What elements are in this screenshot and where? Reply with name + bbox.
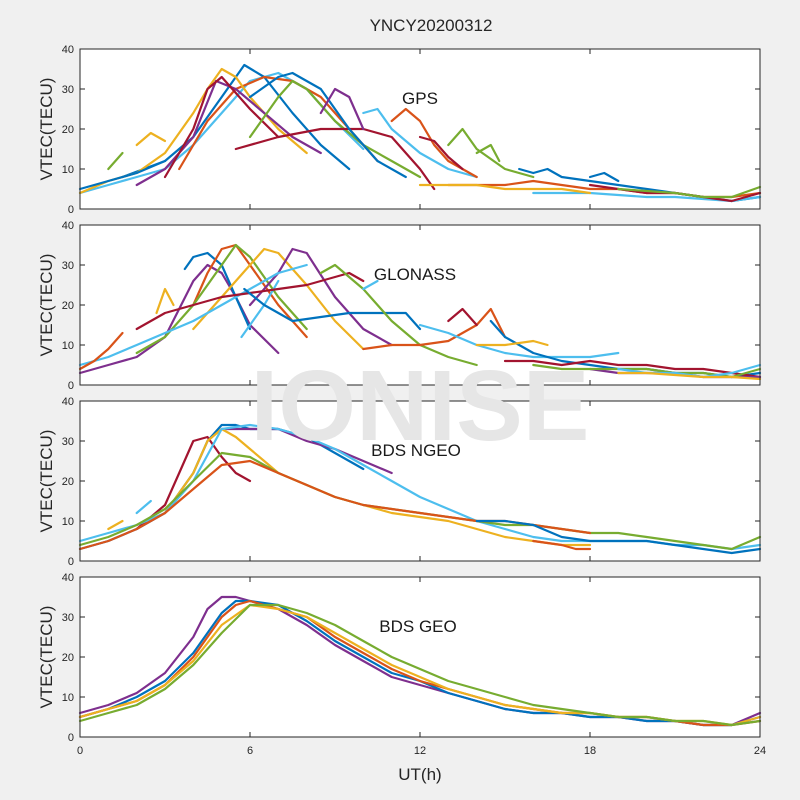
y-tick-label: 20 <box>62 652 74 664</box>
y-tick-label: 40 <box>62 44 74 56</box>
vtec-line <box>135 79 322 187</box>
vtec-line <box>220 427 393 475</box>
vtec-line <box>163 75 280 179</box>
y-tick-label: 30 <box>62 260 74 272</box>
vtec-line <box>135 131 167 147</box>
vtec-line <box>532 363 762 379</box>
vtec-line <box>107 151 124 171</box>
x-tick-label: 12 <box>414 745 426 757</box>
vtec-line <box>362 279 379 291</box>
vtec-line <box>243 287 422 331</box>
y-tick-label: 10 <box>62 692 74 704</box>
vtec-line <box>78 331 124 371</box>
vtec-line <box>447 307 478 327</box>
y-tick-label: 40 <box>62 572 74 584</box>
y-tick-label: 30 <box>62 84 74 96</box>
y-tick-label: 0 <box>68 380 74 392</box>
vtec-line <box>78 603 762 727</box>
vtec-line <box>418 183 592 195</box>
vtec-line <box>135 499 152 515</box>
vtec-line <box>390 107 478 179</box>
y-axis-label: VTEC(TECU) <box>37 78 56 181</box>
y-tick-label: 20 <box>62 300 74 312</box>
y-tick-label: 0 <box>68 204 74 216</box>
vtec-line <box>475 143 501 163</box>
y-tick-label: 0 <box>68 556 74 568</box>
series-group <box>78 243 762 381</box>
system-label: BDS GEO <box>379 617 456 636</box>
vtec-line <box>135 435 252 531</box>
vtec-line <box>121 63 351 179</box>
panel-2: 0 10 20 30 40 VTEC(TECU) GLONASS <box>37 220 762 392</box>
vtec-line <box>319 263 478 367</box>
vtec-line <box>588 171 620 183</box>
vtec-line <box>532 539 592 551</box>
panel-3: 0 10 20 30 40 VTEC(TECU) BDS NGEO <box>37 396 762 568</box>
watermark: IONISE <box>251 350 590 462</box>
y-tick-label: 10 <box>62 164 74 176</box>
figure-title: YNCY20200312 <box>370 16 493 35</box>
y-tick-label: 10 <box>62 516 74 528</box>
x-tick-label: 0 <box>77 745 83 757</box>
x-tick-label: 6 <box>247 745 253 757</box>
y-axis-label: VTEC(TECU) <box>37 430 56 533</box>
y-tick-label: 30 <box>62 612 74 624</box>
vtec-line <box>447 127 535 179</box>
y-tick-label: 30 <box>62 436 74 448</box>
vtec-line <box>475 339 549 347</box>
series-group <box>78 595 762 727</box>
x-axis-label: UT(h) <box>398 765 441 784</box>
vtec-line <box>248 71 407 179</box>
panels: 0 10 20 30 40 VTEC(TECU) GPS 0 10 20 30 40 VTEC(TECU… <box>37 44 766 757</box>
vtec-line <box>78 263 308 367</box>
y-tick-label: 10 <box>62 340 74 352</box>
vtec-line <box>155 287 175 315</box>
system-label: GLONASS <box>374 265 456 284</box>
y-tick-label: 20 <box>62 124 74 136</box>
y-tick-label: 40 <box>62 220 74 232</box>
vtec-line <box>135 271 365 331</box>
vtec-line <box>78 599 762 727</box>
vtec-line <box>78 159 167 191</box>
x-tick-label: 18 <box>584 745 596 757</box>
y-tick-label: 40 <box>62 396 74 408</box>
x-tick-label: 24 <box>754 745 766 757</box>
system-label: GPS <box>402 89 438 108</box>
vtec-line <box>418 323 620 359</box>
series-group <box>78 63 762 203</box>
vtec-line <box>475 519 762 555</box>
vtec-line <box>418 135 464 171</box>
y-axis-label: VTEC(TECU) <box>37 606 56 709</box>
panel-4: 0 10 20 30 40 0 6 12 18 24 VTEC(TECU) BDS GEO <box>37 572 766 757</box>
vtec-line <box>107 519 124 531</box>
vtec-line <box>362 307 507 351</box>
y-tick-label: 20 <box>62 476 74 488</box>
vtec-line <box>362 107 478 179</box>
series-group <box>78 423 762 555</box>
panel-1: 0 10 20 30 40 VTEC(TECU) GPS <box>37 44 762 216</box>
vtec-line <box>503 359 762 379</box>
vtec-line <box>617 371 762 381</box>
y-tick-label: 0 <box>68 732 74 744</box>
vtec-line <box>319 87 365 131</box>
plot-area <box>80 577 760 737</box>
y-axis-label: VTEC(TECU) <box>37 254 56 357</box>
vtec-line <box>248 79 422 179</box>
vtec-line <box>617 185 762 199</box>
system-label: BDS NGEO <box>371 441 461 460</box>
